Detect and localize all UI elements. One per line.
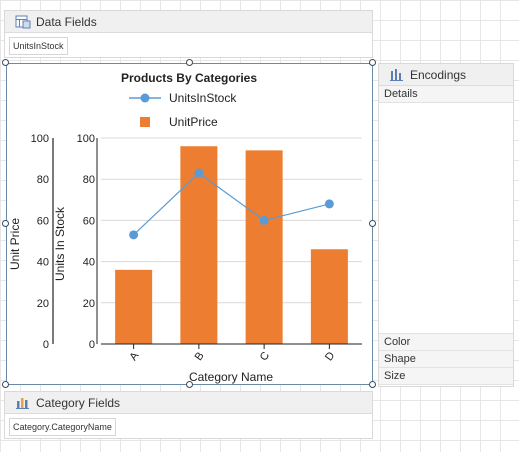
legend-line-marker <box>140 93 150 103</box>
y-outer-tick-label-60: 60 <box>37 215 49 227</box>
x-tick-label-D: D <box>323 350 337 363</box>
y-inner-tick-label-100: 100 <box>77 133 95 145</box>
encodings-header: Encodings <box>379 64 513 86</box>
bar-D <box>310 249 348 344</box>
point-A <box>129 230 139 240</box>
resize-handle-bottom[interactable] <box>186 381 193 388</box>
legend-label-unitsinstock: UnitsInStock <box>169 91 237 105</box>
y-outer-tick-label-0: 0 <box>43 339 49 351</box>
encodings-title: Encodings <box>410 67 467 82</box>
field-chip-unitsinstock[interactable]: UnitsInStock <box>9 37 68 55</box>
category-fields-header: Category Fields <box>5 392 372 414</box>
y-outer-tick-label-20: 20 <box>37 298 49 310</box>
encodings-icon <box>389 68 405 82</box>
point-B <box>194 168 204 178</box>
x-tick-label-C: C <box>258 350 272 363</box>
y-inner-tick-label-0: 0 <box>89 339 95 351</box>
legend-bar-swatch <box>140 117 150 127</box>
resize-handle-bottom-right[interactable] <box>369 381 376 388</box>
data-fields-title: Data Fields <box>36 14 97 29</box>
bar-B <box>180 146 218 344</box>
chart-svg: Products By Categories UnitsInStock Unit… <box>8 71 362 384</box>
legend: UnitsInStock UnitPrice <box>129 91 237 129</box>
field-chip-category-name[interactable]: Category.CategoryName <box>9 418 116 436</box>
encoding-shape[interactable]: Shape <box>379 351 513 368</box>
bar-A <box>115 269 153 344</box>
bar-chart-icon <box>15 396 31 410</box>
y-outer-tick-label-100: 100 <box>31 133 49 145</box>
y-axis-title-unit-price: Unit Price <box>8 218 22 270</box>
bars <box>115 146 348 344</box>
chart-title: Products By Categories <box>121 71 257 85</box>
encoding-details-dropzone[interactable] <box>379 103 513 334</box>
resize-handle-bottom-left[interactable] <box>2 381 9 388</box>
encodings-panel: Encodings Details Color Shape Size <box>378 63 514 387</box>
x-axis-title: Category Name <box>189 370 273 384</box>
y-inner-tick-label-60: 60 <box>83 215 95 227</box>
encoding-details[interactable]: Details <box>379 86 513 103</box>
x-tick-label-B: B <box>193 350 207 363</box>
encoding-color[interactable]: Color <box>379 334 513 351</box>
point-C <box>259 215 269 225</box>
resize-handle-top[interactable] <box>186 59 193 66</box>
y-outer-tick-label-40: 40 <box>37 257 49 269</box>
point-D <box>324 199 334 209</box>
resize-handle-right[interactable] <box>369 220 376 227</box>
data-fields-header: Data Fields <box>5 11 372 33</box>
y-axis-title-units-in-stock: Units In Stock <box>53 206 67 281</box>
legend-label-unitprice: UnitPrice <box>169 115 218 129</box>
line-series <box>129 168 334 240</box>
resize-handle-top-left[interactable] <box>2 59 9 66</box>
bar-C <box>245 150 283 344</box>
y-inner-tick-label-20: 20 <box>83 298 95 310</box>
y-inner-tick-label-80: 80 <box>83 174 95 186</box>
resize-handle-top-right[interactable] <box>369 59 376 66</box>
table-fields-icon <box>15 15 31 29</box>
x-tick-label-A: A <box>127 350 141 363</box>
data-fields-panel: Data Fields UnitsInStock <box>4 10 373 58</box>
resize-handle-left[interactable] <box>2 220 9 227</box>
chart-frame[interactable]: Products By Categories UnitsInStock Unit… <box>6 63 373 385</box>
y-inner-tick-label-40: 40 <box>83 257 95 269</box>
category-fields-panel: Category Fields Category.CategoryName <box>4 391 373 439</box>
encoding-size[interactable]: Size <box>379 368 513 385</box>
y-outer-tick-label-80: 80 <box>37 174 49 186</box>
category-fields-title: Category Fields <box>36 395 121 410</box>
line-unitsinstock <box>133 172 330 236</box>
